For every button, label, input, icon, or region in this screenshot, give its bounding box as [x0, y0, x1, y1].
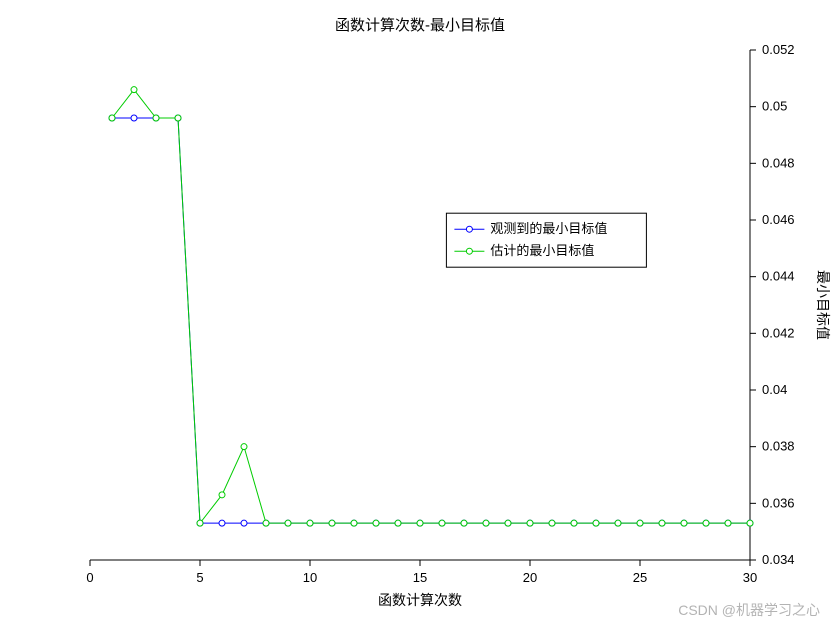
series-marker [747, 520, 753, 526]
chart-title: 函数计算次数-最小目标值 [335, 16, 505, 34]
legend-label: 估计的最小目标值 [490, 243, 594, 258]
series-marker [373, 520, 379, 526]
series-marker [241, 444, 247, 450]
chart-container: 函数计算次数-最小目标值 0 5 10 15 20 25 30 0.034 0.036 0.038 0… [0, 0, 840, 630]
series-marker [659, 520, 665, 526]
x-tick-label: 25 [633, 570, 647, 585]
series-marker [549, 520, 555, 526]
y-tick-label: 0.044 [762, 269, 795, 284]
series-marker [571, 520, 577, 526]
series-marker [637, 520, 643, 526]
chart-svg: 函数计算次数-最小目标值 0 5 10 15 20 25 30 0.034 0.036 0.038 0… [0, 0, 840, 630]
x-tick-label: 0 [86, 570, 93, 585]
series-marker [307, 520, 313, 526]
series-marker [505, 520, 511, 526]
series-marker [219, 520, 225, 526]
series-marker [725, 520, 731, 526]
series-marker [681, 520, 687, 526]
series-marker [131, 115, 137, 121]
y-tick-label: 0.04 [762, 382, 787, 397]
series-marker [395, 520, 401, 526]
series-line [112, 90, 750, 524]
x-tick-label: 30 [743, 570, 757, 585]
y-tick-label: 0.042 [762, 325, 795, 340]
x-tick-label: 5 [196, 570, 203, 585]
y-tick-label: 0.048 [762, 155, 795, 170]
series-marker [703, 520, 709, 526]
series-marker [527, 520, 533, 526]
series-marker [329, 520, 335, 526]
series-marker [197, 520, 203, 526]
x-tick-label: 20 [523, 570, 537, 585]
y-tick-label: 0.036 [762, 495, 795, 510]
series-marker [351, 520, 357, 526]
legend-marker [466, 226, 472, 232]
y-tick-label: 0.034 [762, 552, 795, 567]
series-marker [285, 520, 291, 526]
series-marker [219, 492, 225, 498]
series-line [112, 118, 750, 523]
y-tick-label: 0.046 [762, 212, 795, 227]
series-marker [263, 520, 269, 526]
x-axis-label: 函数计算次数 [378, 592, 462, 608]
series-marker [483, 520, 489, 526]
series-marker [593, 520, 599, 526]
legend-marker [466, 248, 472, 254]
series-marker [153, 115, 159, 121]
y-tick-label: 0.038 [762, 439, 795, 454]
series-marker [417, 520, 423, 526]
x-tick-label: 10 [303, 570, 317, 585]
legend-label: 观测到的最小目标值 [490, 221, 607, 236]
y-tick-label: 0.052 [762, 42, 795, 57]
series-marker [241, 520, 247, 526]
y-axis-label: 最小目标值 [815, 270, 831, 340]
series-marker [439, 520, 445, 526]
series-marker [175, 115, 181, 121]
series-marker [461, 520, 467, 526]
series-marker [131, 87, 137, 93]
series-marker [615, 520, 621, 526]
x-tick-label: 15 [413, 570, 427, 585]
y-tick-label: 0.05 [762, 99, 787, 114]
series-marker [109, 115, 115, 121]
